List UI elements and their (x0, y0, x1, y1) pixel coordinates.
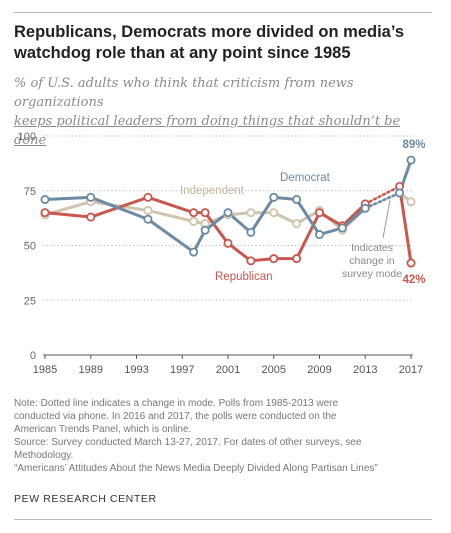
independent-point-1994 (143, 205, 153, 215)
x-tick-label-2005: 2005 (262, 364, 286, 376)
annotation-line-3: survey mode (342, 268, 402, 280)
x-tick-label-1997: 1997 (170, 364, 194, 376)
republican-point-1985 (40, 208, 50, 218)
gridlines (43, 135, 413, 301)
notes-block: Note: Dotted line indicates a change in … (14, 397, 434, 475)
y-tick-label-25: 25 (24, 295, 36, 307)
republican-point-2003 (246, 256, 256, 266)
independent-point-1998 (189, 216, 199, 226)
source-line-1: Source: Survey conducted March 13-27, 20… (14, 437, 362, 448)
x-tick-label-1993: 1993 (124, 364, 148, 376)
republican-point-2009 (314, 208, 324, 218)
democrat-point-2013 (360, 203, 370, 213)
republican-point-1998 (189, 208, 199, 218)
democrat-point-1989 (86, 192, 96, 202)
democrat-point-2007 (292, 195, 302, 205)
annotation-line-2: change in (349, 255, 395, 267)
republican-point-2017 (406, 258, 416, 268)
x-tick-label-1985: 1985 (33, 364, 57, 376)
republican-point-1994 (143, 192, 153, 202)
democrat-point-2003 (246, 227, 256, 237)
democrat-end-value-label: 89% (402, 139, 425, 151)
note-line-1: Note: Dotted line indicates a change in … (14, 398, 339, 409)
democrat-point-2016 (395, 188, 405, 198)
note-line-3: American Trends Panel, which is online. (14, 424, 192, 435)
republican-end-value-label: 42% (402, 274, 425, 286)
independent-point-2003 (246, 208, 256, 218)
chart-labels: Democrat Independent Republican 89% 42% Indic… (180, 139, 426, 286)
top-rule (14, 12, 432, 13)
x-tick-label-2017: 2017 (399, 364, 423, 376)
report-title-line: “Americans’ Attitudes About the News Med… (14, 463, 378, 474)
democrat-point-2011 (337, 223, 347, 233)
series-markers (40, 155, 416, 268)
chart-title: Republicans, Democrats more divided on m… (14, 23, 404, 62)
annotation-line-1: Indicates (351, 242, 393, 254)
bottom-rule (14, 519, 432, 520)
democrat-point-2001 (223, 208, 233, 218)
axes: 0 25 50 75 100 1985 1989 1993 1997 2001 2005 2009 20… (18, 131, 424, 376)
republican-point-2007 (292, 254, 302, 264)
line-chart: 0 25 50 75 100 1985 1989 1993 1997 2001 2005 2009 20… (18, 131, 426, 376)
x-tick-label-2001: 2001 (216, 364, 240, 376)
republican-point-2001 (223, 238, 233, 248)
y-tick-label-0: 0 (30, 350, 36, 362)
y-tick-label-75: 75 (24, 186, 36, 198)
y-tick-label-50: 50 (24, 241, 36, 253)
republican-point-2005 (269, 254, 279, 264)
democrat-point-2017 (406, 155, 416, 165)
x-tick-label-2009: 2009 (307, 364, 331, 376)
subtitle-line-2: keeps political leaders from doing thing… (14, 114, 401, 148)
x-tick-label-2013: 2013 (353, 364, 377, 376)
annotation-leader-line (382, 199, 391, 239)
democrat-point-2005 (269, 192, 279, 202)
republican-line-mode-change (364, 185, 401, 206)
democrat-point-1998 (189, 247, 199, 257)
democrat-point-1999 (200, 225, 210, 235)
democrat-point-2009 (314, 230, 324, 240)
republican-line-online (398, 186, 413, 264)
independent-point-2017 (406, 197, 416, 207)
chart-subtitle: % of U.S. adults who think that criticis… (14, 74, 434, 150)
subtitle-line-1: % of U.S. adults who think that criticis… (14, 76, 354, 110)
democrat-point-1985 (40, 195, 50, 205)
democrat-line-mode-change (364, 191, 401, 210)
note-line-2: conducted via phone. In 2016 and 2017, t… (14, 411, 337, 422)
x-tick-label-1989: 1989 (79, 364, 103, 376)
democrat-series-label: Democrat (280, 172, 331, 184)
independent-series-label: Independent (180, 185, 245, 197)
republican-point-1999 (200, 208, 210, 218)
republican-series-label: Republican (215, 271, 273, 283)
source-line-2: Methodology. (14, 450, 74, 461)
democrat-point-1994 (143, 214, 153, 224)
y-tick-label-100: 100 (18, 131, 36, 143)
organization-name: PEW RESEARCH CENTER (14, 493, 157, 505)
republican-point-1989 (86, 212, 96, 222)
independent-point-2005 (269, 208, 279, 218)
independent-point-2007 (292, 219, 302, 229)
